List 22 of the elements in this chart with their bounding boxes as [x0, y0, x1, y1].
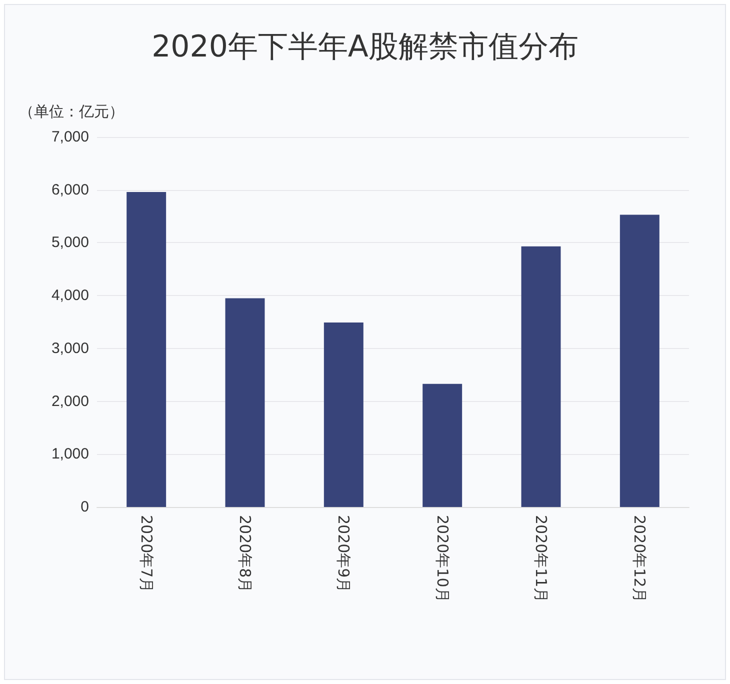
chart-title: 2020年下半年A股解禁市值分布	[152, 30, 578, 64]
y-tick-label: 0	[80, 498, 89, 516]
x-tick-label: 2020年8月	[236, 515, 254, 593]
y-tick-label: 4,000	[51, 287, 89, 304]
x-tick-label: 2020年12月	[630, 515, 649, 602]
y-tick-label: 6,000	[51, 181, 89, 198]
y-axis-title: （单位：亿元）	[19, 102, 124, 120]
x-tick-label: 2020年9月	[334, 515, 353, 593]
y-tick-label: 7,000	[51, 128, 89, 146]
x-tick-label: 2020年7月	[137, 515, 156, 593]
bar	[521, 246, 561, 507]
bar	[324, 322, 364, 507]
bar	[620, 214, 660, 507]
x-tick-label: 2020年10月	[433, 515, 452, 602]
bar	[422, 384, 462, 507]
y-tick-label: 5,000	[51, 234, 89, 252]
y-tick-label: 1,000	[51, 446, 89, 463]
bar	[126, 192, 166, 507]
y-tick-label: 3,000	[51, 340, 89, 357]
bar	[225, 298, 265, 507]
x-tick-label: 2020年11月	[532, 515, 550, 602]
y-tick-label: 2,000	[51, 392, 89, 410]
